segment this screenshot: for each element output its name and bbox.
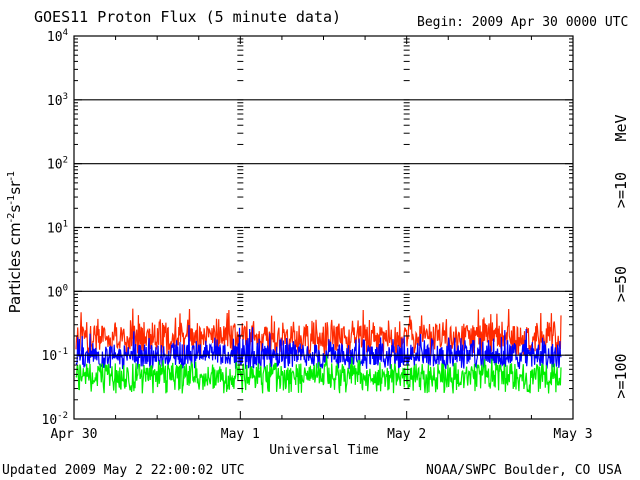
series-layer [75, 308, 562, 394]
credit-text: NOAA/SWPC Boulder, CO USA [426, 463, 622, 478]
y-tick-label: 100 [47, 283, 68, 300]
legend-ge10: >=10 [612, 172, 630, 208]
axes-layer: 10-2 10-1 100 101 102 103 104 Apr 30 May 1 May 2 M… [42, 28, 593, 442]
updated-time: Updated 2009 May 2 22:00:02 UTC [2, 463, 245, 478]
x-tick-label: May 3 [553, 427, 592, 442]
x-axis-title: Universal Time [269, 443, 379, 458]
series-line-1 [75, 324, 562, 370]
x-tick-label: May 1 [221, 427, 260, 442]
legend-ge50: >=50 [612, 266, 630, 302]
chart-title: GOES11 Proton Flux (5 minute data) [34, 8, 341, 26]
legend-ge100: >=100 [612, 353, 630, 398]
y-tick-label: 102 [47, 156, 68, 173]
y-tick-label: 104 [47, 28, 68, 45]
y-tick-label: 10-1 [42, 347, 69, 364]
y-tick-label: 101 [47, 220, 68, 237]
y-tick-label: 103 [47, 92, 68, 109]
x-tick-label: Apr 30 [51, 427, 98, 442]
series-line-0 [75, 308, 562, 356]
y-tick-label: 10-2 [42, 411, 69, 428]
legend-unit-label: MeV [612, 114, 630, 141]
y-axis-title: Particles cm-2s-1sr-1 [6, 171, 24, 314]
begin-time: Begin: 2009 Apr 30 0000 UTC [417, 15, 628, 30]
x-tick-label: May 2 [387, 427, 426, 442]
series-line-2 [75, 355, 562, 394]
